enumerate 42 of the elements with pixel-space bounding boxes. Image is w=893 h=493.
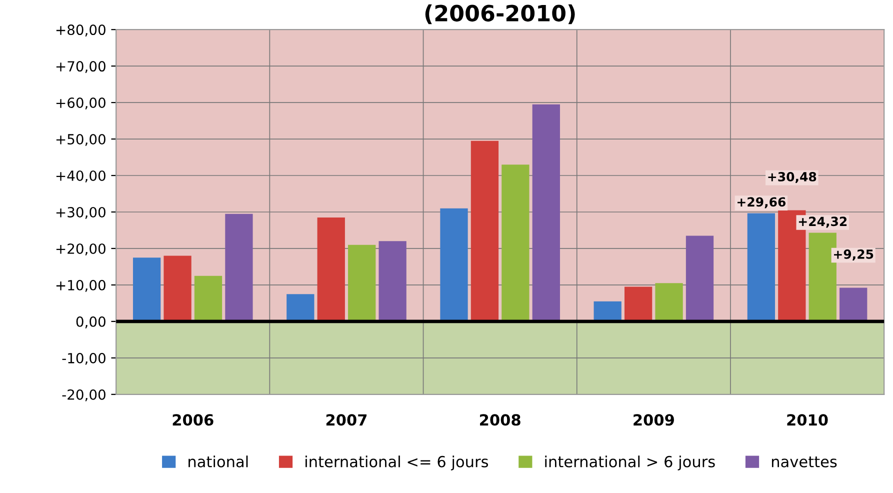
- x-tick-label: 2008: [480, 414, 520, 426]
- y-tick-label: -20,00: [62, 389, 106, 402]
- bar: [502, 164, 530, 322]
- data-label: +24,32: [798, 216, 847, 228]
- data-label: +30,48: [768, 172, 816, 184]
- y-tick-label: +80,00: [56, 24, 106, 36]
- bar: [470, 140, 499, 322]
- y-tick-label: +60,00: [56, 98, 106, 110]
- bar: [378, 241, 406, 322]
- bar: [194, 276, 222, 322]
- y-tick-label: +70,00: [56, 61, 106, 73]
- y-tick-label: +20,00: [56, 243, 106, 256]
- bar: [348, 244, 376, 322]
- bar: [624, 286, 652, 322]
- bar: [132, 258, 161, 322]
- bar: [655, 283, 683, 322]
- x-tick-label: 2007: [326, 414, 367, 426]
- y-tick-label: 0,00: [76, 316, 106, 328]
- bar: [532, 104, 560, 322]
- bar: [317, 217, 345, 322]
- y-tick-label: +40,00: [56, 170, 106, 182]
- chart-title: (2006-2010): [425, 4, 575, 24]
- x-tick-label: 2010: [787, 414, 828, 426]
- legend-label: international <= 6 jours: [306, 456, 488, 470]
- legend-label: national: [188, 456, 248, 468]
- x-tick-label: 2009: [634, 414, 674, 426]
- bar: [840, 288, 868, 322]
- x-tick-label: 2006: [172, 414, 214, 426]
- y-tick-label: -10,00: [62, 352, 106, 365]
- y-tick-label: +30,00: [56, 206, 106, 219]
- bar: [164, 256, 192, 322]
- legend-label: international > 6 jours: [545, 456, 715, 470]
- bar: [440, 208, 468, 322]
- bar: [286, 294, 314, 322]
- legend-label: navettes: [772, 456, 837, 468]
- data-label: +29,66: [738, 197, 786, 208]
- y-tick-label: +50,00: [56, 134, 106, 146]
- data-label: +9,25: [834, 249, 874, 260]
- bar: [747, 213, 776, 322]
- y-tick-label: +10,00: [56, 280, 106, 292]
- bar: [686, 236, 714, 322]
- bar: [225, 214, 253, 322]
